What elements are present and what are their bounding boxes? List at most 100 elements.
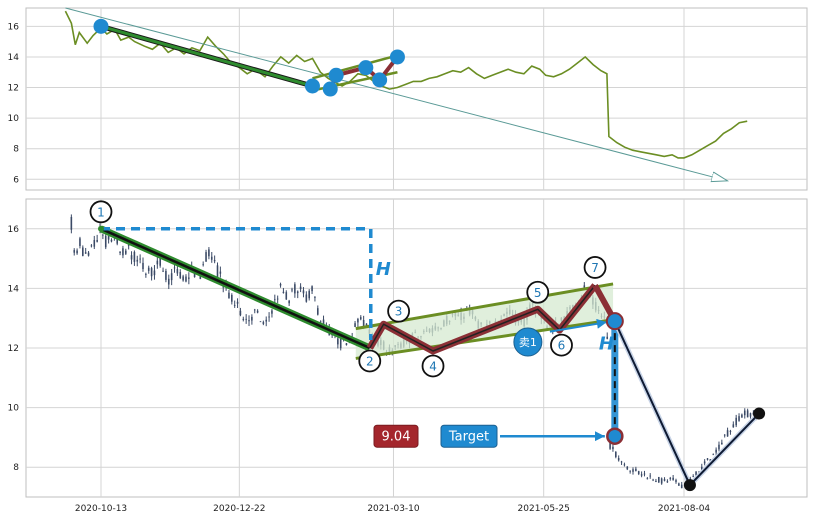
pattern-labels: 1 2 3 4 5 6 7 H H 卖1 9.04 Target xyxy=(89,200,614,448)
candle-body xyxy=(202,264,204,266)
candle-body xyxy=(302,290,305,294)
wave-label-circle xyxy=(583,256,607,279)
candle-body xyxy=(718,444,720,450)
candle-body xyxy=(632,469,634,472)
candle-body xyxy=(139,258,141,260)
candle-body xyxy=(746,410,749,418)
candle-body xyxy=(162,270,164,272)
candle-body xyxy=(259,321,262,323)
candle-body xyxy=(147,267,150,271)
candle-body xyxy=(620,461,623,463)
candle-body xyxy=(732,424,735,428)
candle-body xyxy=(145,273,147,275)
wave-label-circle xyxy=(387,299,411,323)
candle-body xyxy=(729,430,732,432)
candle-body xyxy=(649,475,652,477)
candle-body xyxy=(251,316,253,321)
candle-body xyxy=(76,250,78,254)
candle-body xyxy=(637,471,640,474)
candle-body xyxy=(239,310,242,316)
end-marker xyxy=(753,407,766,420)
candle-body xyxy=(314,297,316,298)
candle-body xyxy=(646,478,649,480)
candle-body xyxy=(299,286,302,290)
candle-body xyxy=(188,277,190,279)
pattern-annotations xyxy=(98,225,766,492)
candle-body xyxy=(179,272,182,279)
candle-body xyxy=(262,322,265,324)
overview-series xyxy=(64,10,748,159)
candle-body xyxy=(182,276,184,281)
candle-body xyxy=(652,479,654,481)
candle-body xyxy=(242,318,245,320)
candle-body xyxy=(721,442,723,445)
candle-body xyxy=(308,290,311,299)
target-box xyxy=(440,424,498,448)
candle-body xyxy=(279,284,282,286)
candle-body xyxy=(173,267,176,269)
detail-y-tick-label: 12 xyxy=(8,344,19,354)
candle-body xyxy=(322,319,325,326)
candle-body xyxy=(136,259,139,262)
wave-label-circle xyxy=(358,349,382,373)
overview-wave-point xyxy=(93,18,109,34)
flag-channel-lower xyxy=(355,318,614,360)
wave-label-circle xyxy=(550,333,573,357)
low-marker xyxy=(683,479,696,492)
candle-body xyxy=(219,271,222,274)
candle-body xyxy=(319,321,322,323)
overview-grid xyxy=(26,8,807,190)
candle-body xyxy=(233,304,236,306)
candle-body xyxy=(150,268,153,277)
candle-body xyxy=(73,250,76,253)
candle-body xyxy=(339,338,342,349)
candle-body xyxy=(623,464,626,466)
detail-x-tick-label: 2021-03-10 xyxy=(367,504,420,514)
candle-body xyxy=(90,245,93,247)
candle-body xyxy=(612,446,614,450)
candle-body xyxy=(125,250,127,254)
overview-panel: 6 8 10 12 14 16 xyxy=(8,7,808,191)
overview-trend-arrow xyxy=(65,7,727,181)
candle-body xyxy=(640,474,643,476)
overview-price-line xyxy=(64,10,748,159)
wave-label-7: 7 xyxy=(591,261,599,275)
candle-body xyxy=(680,484,683,489)
candle-body xyxy=(107,236,110,240)
candle-body xyxy=(96,240,98,242)
pole-height-label: H xyxy=(376,259,391,280)
candle-body xyxy=(165,270,167,280)
overview-wave-point xyxy=(322,81,338,97)
candle-body xyxy=(256,310,259,313)
candle-body xyxy=(655,480,657,483)
candle-body xyxy=(110,239,113,242)
candle-body xyxy=(185,276,187,282)
candle-body xyxy=(337,338,339,345)
candle-body xyxy=(228,292,230,299)
candle-body xyxy=(122,248,124,256)
sell-marker-label: 卖1 xyxy=(519,336,537,349)
wave-path xyxy=(369,284,596,352)
wave-label-1: 1 xyxy=(97,205,105,219)
candle-body xyxy=(170,273,173,281)
candle-body xyxy=(749,413,752,417)
candle-body xyxy=(70,216,73,230)
candle-body xyxy=(706,458,709,460)
candle-body xyxy=(199,275,202,279)
candle-body xyxy=(213,260,216,262)
pole-start-dot xyxy=(98,225,104,232)
detail-x-tick-label: 2021-05-25 xyxy=(518,504,570,514)
candle-body xyxy=(84,252,87,254)
flagpole xyxy=(100,227,371,350)
candle-body xyxy=(116,237,119,244)
breakout-marker xyxy=(605,312,624,331)
candle-body xyxy=(216,265,219,278)
target-marker xyxy=(606,427,624,445)
detail-y-tick-label: 10 xyxy=(8,404,20,414)
wave-label-circle xyxy=(89,200,113,224)
candle-body xyxy=(222,286,225,288)
candle-body xyxy=(583,285,586,288)
candle-body xyxy=(643,473,646,475)
detail-x-tick-label: 2020-12-22 xyxy=(213,504,265,514)
